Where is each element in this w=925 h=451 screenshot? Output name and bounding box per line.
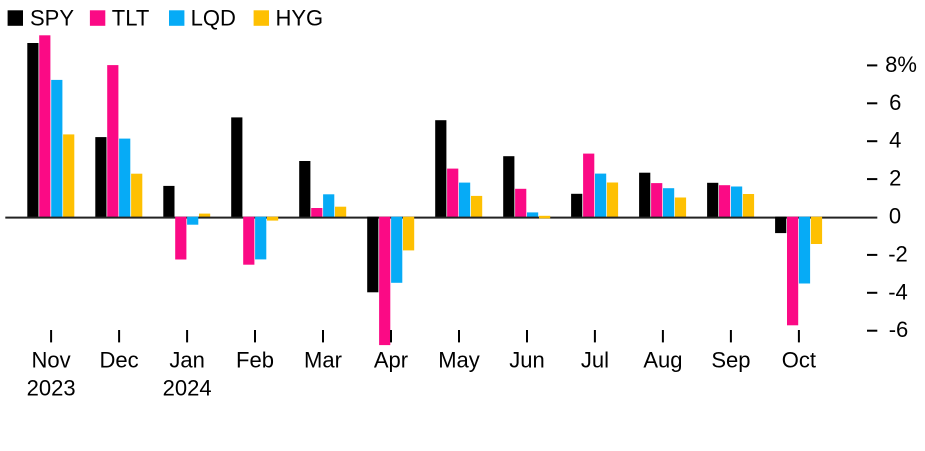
svg-text:Mar: Mar	[304, 348, 342, 373]
svg-text:Jan: Jan	[169, 348, 204, 373]
svg-text:2024: 2024	[163, 376, 212, 401]
svg-text:Jul: Jul	[581, 348, 609, 373]
svg-text:Jun: Jun	[509, 348, 544, 373]
svg-text:-2: -2	[888, 241, 908, 266]
svg-text:Aug: Aug	[643, 348, 682, 373]
svg-text:8%: 8%	[885, 52, 917, 77]
svg-text:Apr: Apr	[374, 348, 408, 373]
svg-text:-6: -6	[889, 317, 909, 342]
svg-text:SPY: SPY	[30, 6, 74, 31]
svg-text:Dec: Dec	[100, 348, 139, 373]
svg-text:Sep: Sep	[711, 348, 750, 373]
svg-text:4: 4	[889, 128, 901, 153]
svg-text:-4: -4	[888, 279, 908, 304]
svg-text:HYG: HYG	[276, 6, 324, 31]
svg-text:LQD: LQD	[191, 6, 236, 31]
svg-text:Oct: Oct	[782, 348, 816, 373]
svg-text:May: May	[438, 348, 480, 373]
svg-text:TLT: TLT	[112, 6, 149, 31]
svg-text:Feb: Feb	[236, 348, 274, 373]
svg-text:2023: 2023	[27, 376, 76, 401]
svg-text:0: 0	[889, 204, 901, 229]
svg-text:Nov: Nov	[32, 348, 71, 373]
svg-text:6: 6	[889, 90, 901, 115]
svg-text:2: 2	[889, 166, 901, 191]
